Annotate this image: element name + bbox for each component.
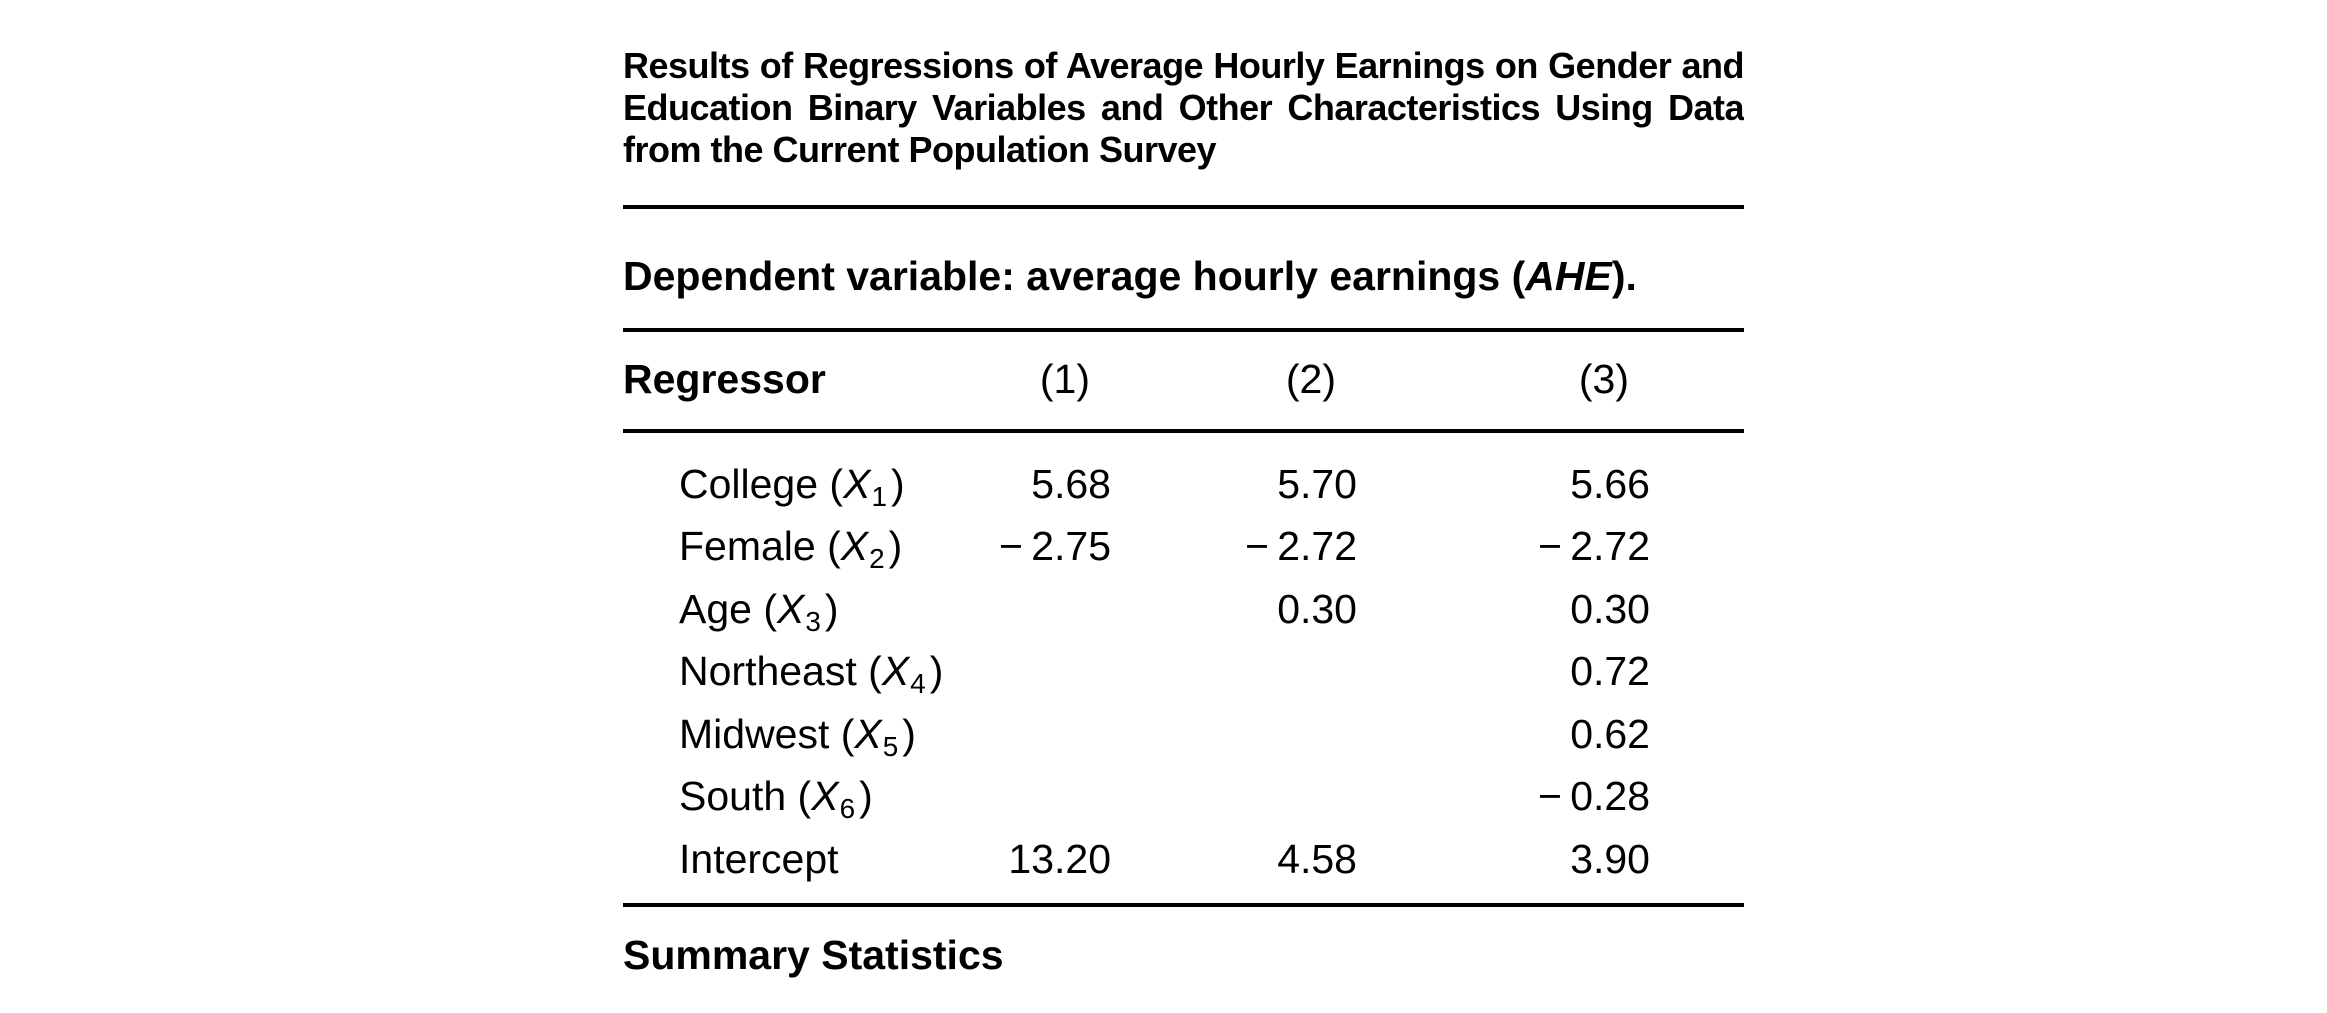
regressor-name: Female ( — [679, 523, 841, 570]
table-title: Results of Regressions of Average Hourly… — [623, 45, 1744, 171]
divider-top — [623, 205, 1744, 209]
regressor-variable: X5) — [854, 710, 916, 760]
regressor-symbol: X — [840, 523, 869, 570]
table-row: Midwest (X5) 0.62 — [623, 703, 1744, 766]
regressor-symbol: X — [843, 460, 871, 507]
column-header-2: (2) — [1285, 356, 1336, 402]
dependent-variable-symbol: AHE — [1525, 253, 1612, 299]
coefficient-col-3: 5.66 — [1570, 460, 1650, 507]
regressor-subscript: 1 — [871, 480, 887, 512]
coefficient-col-1: 13.20 — [1008, 835, 1111, 882]
coefficient-col-3: 0.30 — [1570, 585, 1650, 632]
coefficient-col-2: 0.30 — [1277, 585, 1357, 632]
column-header-3: (3) — [1578, 356, 1629, 402]
regressor-name: College ( — [679, 460, 844, 507]
dependent-variable-suffix: ). — [1611, 253, 1637, 299]
regressor-symbol: X — [777, 585, 805, 632]
regressor-subscript: 3 — [805, 605, 821, 637]
divider-bottom — [623, 902, 1744, 907]
coefficient-col-3: 3.90 — [1570, 835, 1650, 882]
coefficient-col-3: − 2.72 — [1538, 523, 1650, 570]
regressor-label-close: ) — [902, 710, 916, 757]
title-line-2: Education Binary Variables and Other Cha… — [623, 87, 1744, 128]
regressor-variable: X2) — [840, 523, 903, 572]
table-row: Age (X3) 0.30 0.30 — [623, 578, 1744, 641]
regressor-label: Age (X3) — [623, 585, 963, 635]
regressor-name: Age ( — [679, 585, 777, 632]
title-line-1: Results of Regressions of Average Hourly… — [623, 45, 1744, 86]
dependent-variable-prefix: Dependent variable: average hourly earni… — [623, 253, 1526, 299]
regressor-subscript: 4 — [910, 668, 926, 700]
coefficient-col-1: 5.68 — [1031, 460, 1111, 507]
regressor-name: Northeast ( — [679, 648, 882, 695]
regressor-name: Midwest ( — [679, 710, 855, 757]
coefficient-col-2: 4.58 — [1277, 835, 1357, 882]
regressor-label-close: ) — [929, 648, 944, 695]
divider-header-bottom — [623, 429, 1744, 433]
regressor-symbol: X — [811, 773, 839, 820]
column-header-regressor: Regressor — [623, 356, 826, 402]
regressor-symbol: X — [881, 648, 910, 695]
regressor-label: Intercept — [623, 836, 963, 883]
divider-header-top — [623, 328, 1744, 332]
regressor-subscript: 2 — [869, 543, 885, 575]
table-row: Northeast (X4) 0.72 — [623, 641, 1744, 704]
regressor-label: College (X1) — [623, 460, 963, 510]
coefficient-col-2: 5.70 — [1277, 460, 1357, 507]
coefficient-col-1: − 2.75 — [999, 523, 1111, 570]
regression-table-figure: Results of Regressions of Average Hourly… — [623, 0, 1744, 978]
regressor-label: Female (X2) — [623, 523, 963, 572]
table-row: Female (X2) − 2.75 − 2.72 − 2.72 — [623, 516, 1744, 579]
regressor-label: Northeast (X4) — [623, 648, 963, 697]
coefficient-col-3: − 0.28 — [1538, 773, 1650, 820]
summary-statistics-heading: Summary Statistics — [623, 931, 1004, 978]
regressor-label-close: ) — [859, 773, 873, 820]
regressor-label: South (X6) — [623, 773, 963, 822]
table-header-row: Regressor (1) (2) (3) — [623, 355, 1744, 403]
regressor-label: Midwest (X5) — [623, 710, 963, 760]
regressor-variable: X3) — [777, 585, 839, 635]
regressor-label-close: ) — [824, 585, 839, 632]
column-header-1: (1) — [1039, 356, 1090, 402]
regressor-symbol: X — [854, 710, 882, 757]
dependent-variable-line: Dependent variable: average hourly earni… — [623, 252, 1744, 300]
title-line-3: from the Current Population Survey — [623, 129, 1217, 170]
table-row: Intercept 13.20 4.58 3.90 — [623, 828, 1744, 891]
regressor-name: South ( — [679, 773, 812, 820]
coefficient-col-3: 0.72 — [1570, 648, 1650, 695]
coefficient-col-2: − 2.72 — [1245, 523, 1357, 570]
regressor-variable: X6) — [811, 773, 873, 822]
regressor-subscript: 6 — [839, 793, 856, 825]
coefficient-col-3: 0.62 — [1570, 710, 1650, 757]
table-row: College (X1) 5.68 5.70 5.66 — [623, 453, 1744, 516]
table-body: College (X1) 5.68 5.70 5.66 Female (X2) … — [623, 453, 1744, 891]
regressor-variable: X4) — [881, 648, 944, 697]
regressor-variable: X1) — [843, 460, 905, 510]
table-row: South (X6) − 0.28 — [623, 766, 1744, 829]
regressor-label-close: ) — [890, 460, 905, 507]
regressor-label-close: ) — [888, 523, 903, 570]
regressor-subscript: 5 — [882, 730, 899, 762]
regressor-name: Intercept — [679, 835, 839, 882]
